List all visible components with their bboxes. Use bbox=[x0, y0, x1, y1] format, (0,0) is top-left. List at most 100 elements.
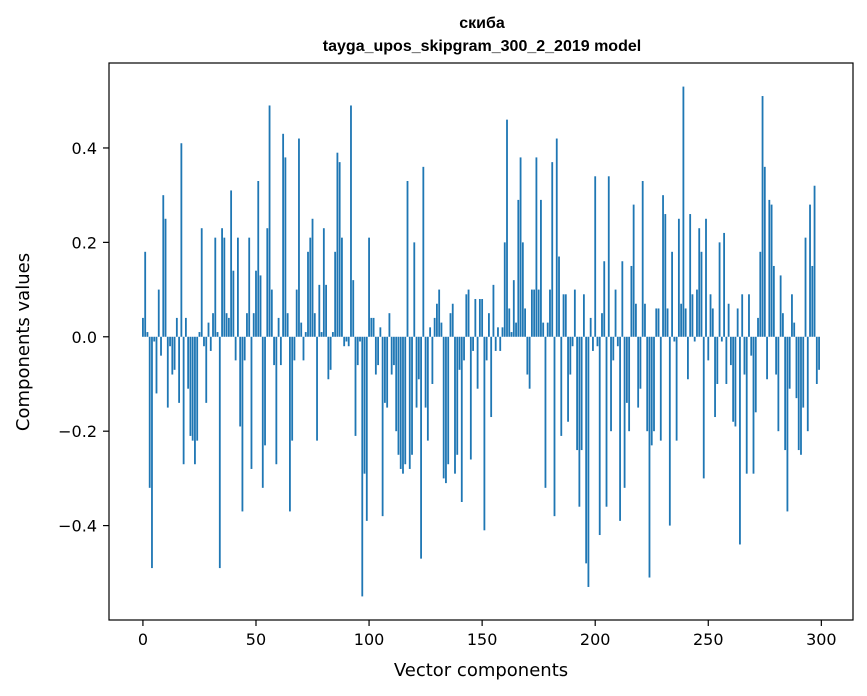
bar bbox=[320, 332, 323, 337]
bar bbox=[696, 289, 698, 337]
bar bbox=[506, 119, 508, 337]
bar bbox=[293, 336, 296, 361]
bar bbox=[666, 308, 669, 337]
bar bbox=[709, 294, 712, 337]
bar bbox=[286, 313, 289, 337]
bar bbox=[227, 317, 230, 337]
bar bbox=[383, 336, 386, 403]
bar bbox=[748, 294, 750, 337]
bar bbox=[682, 86, 685, 337]
bar bbox=[750, 336, 753, 356]
bar bbox=[465, 294, 468, 337]
bar bbox=[395, 336, 398, 432]
bar bbox=[350, 105, 352, 337]
bar bbox=[166, 336, 169, 408]
bar bbox=[478, 299, 481, 337]
bar bbox=[275, 336, 278, 465]
bar bbox=[813, 185, 816, 337]
bar bbox=[732, 336, 735, 422]
bar bbox=[381, 336, 384, 517]
bar bbox=[311, 218, 314, 337]
bar bbox=[781, 313, 784, 337]
bar bbox=[449, 313, 452, 337]
bar bbox=[155, 336, 158, 394]
bar bbox=[490, 336, 493, 418]
bar bbox=[691, 294, 694, 337]
bar bbox=[546, 322, 549, 337]
bar bbox=[162, 195, 165, 337]
bar bbox=[194, 336, 196, 465]
bar bbox=[372, 317, 375, 337]
bar bbox=[252, 313, 255, 337]
bar bbox=[677, 218, 680, 337]
bar bbox=[316, 336, 318, 441]
bar bbox=[284, 157, 287, 337]
bar bbox=[397, 336, 400, 455]
bar bbox=[295, 289, 298, 337]
bar bbox=[585, 336, 588, 564]
bar bbox=[307, 251, 309, 337]
bar bbox=[377, 336, 380, 366]
bar bbox=[510, 332, 513, 337]
bar bbox=[784, 336, 787, 451]
bar bbox=[605, 336, 608, 507]
bar bbox=[650, 336, 653, 446]
bar bbox=[259, 275, 262, 337]
bar bbox=[521, 242, 524, 337]
bar bbox=[714, 336, 716, 418]
y-tick-label: 0.4 bbox=[72, 139, 97, 158]
bar bbox=[648, 336, 651, 578]
bar bbox=[576, 336, 579, 451]
bar bbox=[727, 303, 730, 337]
bar bbox=[779, 275, 782, 337]
bar bbox=[560, 336, 563, 436]
bar bbox=[160, 336, 162, 356]
bar bbox=[221, 228, 223, 337]
bar bbox=[365, 336, 368, 521]
bar bbox=[246, 313, 248, 337]
bar bbox=[214, 237, 217, 337]
bar bbox=[485, 336, 488, 361]
bar bbox=[142, 317, 144, 337]
bar bbox=[426, 336, 429, 441]
bar bbox=[424, 336, 427, 408]
bar bbox=[592, 336, 594, 351]
bar bbox=[625, 336, 628, 403]
bar bbox=[148, 336, 151, 488]
bar bbox=[772, 265, 775, 337]
bar bbox=[761, 96, 764, 337]
y-axis-label: Components values bbox=[13, 253, 34, 431]
bar bbox=[800, 336, 802, 455]
bar bbox=[347, 336, 350, 347]
bar bbox=[404, 336, 407, 465]
bar bbox=[662, 195, 664, 337]
bar bbox=[270, 289, 273, 337]
bar bbox=[363, 336, 366, 474]
bar bbox=[711, 308, 714, 337]
bar bbox=[438, 289, 441, 337]
bar bbox=[777, 336, 780, 432]
bar bbox=[469, 336, 472, 460]
bar bbox=[341, 237, 343, 337]
bar bbox=[499, 336, 502, 351]
bar bbox=[420, 336, 422, 559]
bar bbox=[571, 336, 574, 347]
bar bbox=[544, 336, 547, 488]
x-tick-label: 0 bbox=[138, 630, 148, 649]
bar bbox=[580, 336, 583, 451]
bar bbox=[173, 336, 176, 370]
bar bbox=[689, 214, 692, 337]
bar bbox=[198, 332, 201, 337]
bar bbox=[474, 299, 477, 337]
bar bbox=[684, 308, 687, 337]
bar bbox=[659, 336, 662, 441]
bar bbox=[512, 280, 515, 337]
bar bbox=[603, 261, 606, 337]
bar bbox=[175, 317, 178, 337]
bar bbox=[374, 336, 377, 375]
bar bbox=[515, 322, 517, 337]
bars-group bbox=[142, 86, 820, 597]
bar bbox=[171, 336, 174, 375]
bar bbox=[702, 336, 705, 479]
bar bbox=[542, 322, 545, 337]
